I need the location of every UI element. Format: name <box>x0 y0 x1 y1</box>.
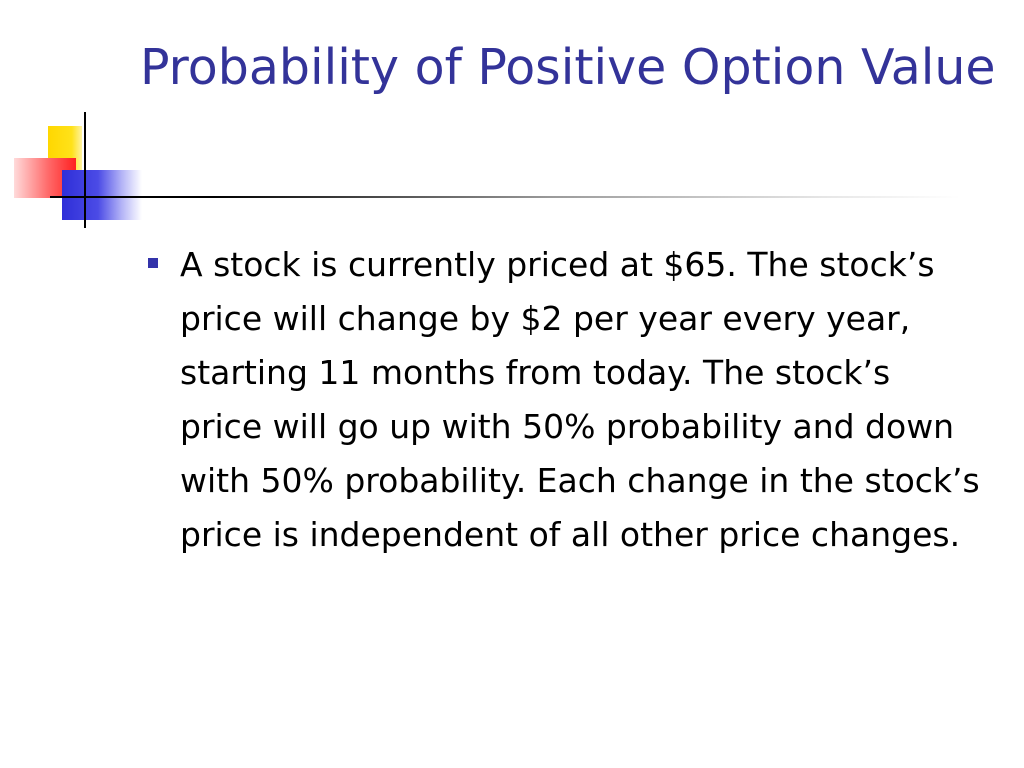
square-bullet-icon <box>148 258 158 268</box>
bullet-item: A stock is currently priced at $65. The … <box>148 238 988 562</box>
ornament-blue-square <box>62 170 142 220</box>
title-divider-line <box>50 196 960 198</box>
corner-ornament <box>0 0 150 240</box>
slide-title: Probability of Positive Option Value <box>140 39 996 96</box>
ornament-vertical-line <box>84 112 86 228</box>
slide-body: A stock is currently priced at $65. The … <box>148 238 988 562</box>
bullet-text: A stock is currently priced at $65. The … <box>180 245 980 554</box>
